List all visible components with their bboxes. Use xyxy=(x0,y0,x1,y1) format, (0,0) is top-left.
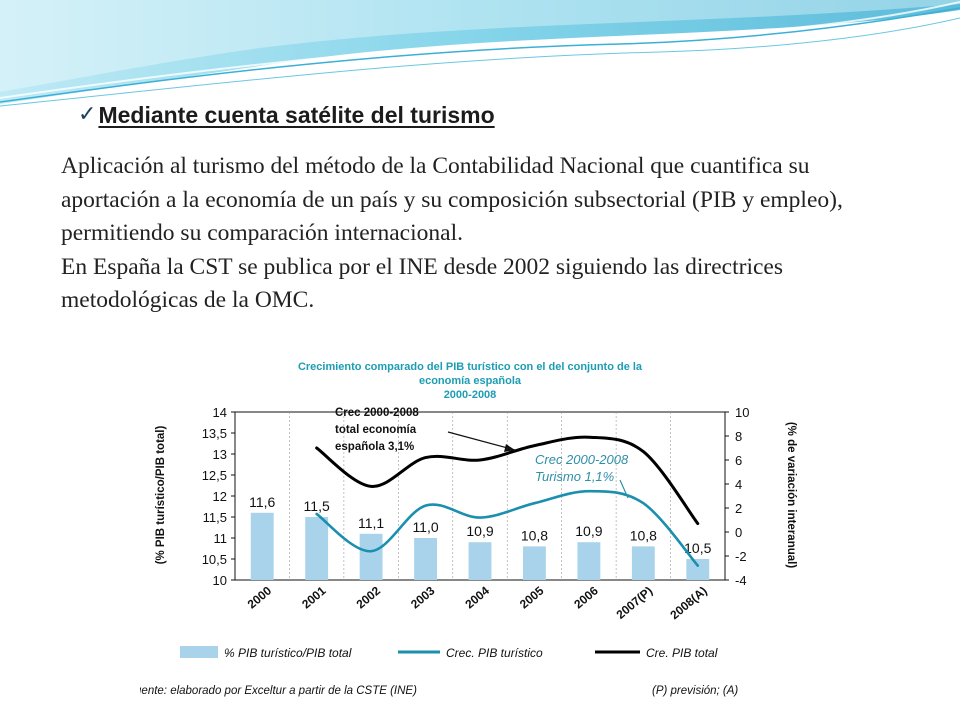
line-pib-turistico xyxy=(315,489,700,567)
plot-area: 10 10,5 11 11,5 12 12,5 13 13,5 14 -4 -2 0 2 4 6 8 10 11,… xyxy=(202,405,750,622)
bar-value-label: 10,8 xyxy=(521,527,548,543)
decorative-banner xyxy=(0,0,960,107)
paragraph-definition: Aplicación al turismo del método de la C… xyxy=(61,153,843,246)
bar xyxy=(250,512,274,580)
y-left-tick-label: 10 xyxy=(213,573,227,588)
slide-heading: ✓ Mediante cuenta satélite del turismo xyxy=(78,98,495,132)
chart-legend: % PIB turístico/PIB total Crec. PIB turís… xyxy=(180,646,718,660)
bar xyxy=(577,542,601,580)
y-left-tick-label: 12 xyxy=(213,489,227,504)
y-right-tick-label: -2 xyxy=(735,549,747,564)
bar xyxy=(414,538,437,580)
x-tick-label: 2005 xyxy=(517,583,547,611)
bar-value-label: 10,9 xyxy=(575,523,602,539)
chart-title-line-3: 2000-2008 xyxy=(444,389,497,401)
annotation-turismo-arrow xyxy=(619,479,629,499)
y-left-tick-label: 11 xyxy=(214,531,228,546)
bar xyxy=(305,517,329,580)
annotation-total-line: española 3,1% xyxy=(335,441,414,453)
bar xyxy=(523,546,546,580)
bar xyxy=(468,542,492,580)
x-tick-label: 2000 xyxy=(245,583,275,611)
x-tick-label: 2006 xyxy=(571,583,601,611)
y-left-tick-label: 12,5 xyxy=(202,468,227,483)
y-right-tick-label: 0 xyxy=(735,525,742,540)
annotation-total-line: total economía xyxy=(335,424,417,436)
annotation-turismo-line: Crec 2000-2008 xyxy=(535,452,629,467)
slide-body: Aplicación al turismo del método de la C… xyxy=(61,150,911,318)
bar-value-label: 10,8 xyxy=(630,527,657,543)
bar-value-label: 11,6 xyxy=(249,494,275,510)
annotation-turismo-line: Turismo 1,1% xyxy=(535,469,614,484)
annotation-total-line: Crec 2000-2008 xyxy=(335,407,419,419)
legend-swatch-bars xyxy=(180,646,218,658)
heading-text: Mediante cuenta satélite del turismo xyxy=(98,101,495,128)
x-tick-label: 2007(P) xyxy=(614,584,656,622)
y-left-tick-label: 13,5 xyxy=(202,426,227,441)
paragraph-spain: En España la CST se publica por el INE d… xyxy=(61,253,784,314)
bar xyxy=(359,533,383,580)
bar-value-label: 10,5 xyxy=(684,540,711,556)
legend-label-turismo: Crec. PIB turístico xyxy=(446,646,543,660)
annotation-total-arrow xyxy=(447,431,516,451)
y-left-tick-label: 11,5 xyxy=(203,510,227,525)
bar-value-label: 11,0 xyxy=(412,519,438,535)
chart-annotations: Crec 2000-2008 total economía española 3,1… xyxy=(335,407,629,499)
bar xyxy=(686,559,710,580)
x-tick-label: 2004 xyxy=(462,583,492,611)
legend-label-bars: % PIB turístico/PIB total xyxy=(224,646,352,660)
y-right-tick-label: 2 xyxy=(735,501,742,516)
y-right-tick-label: 6 xyxy=(735,453,742,468)
y-left-tick-label: 14 xyxy=(213,405,227,420)
y-right-tick-label: -4 xyxy=(735,573,747,588)
bar-value-label: 11,5 xyxy=(304,498,330,514)
bar-value-label: 10,9 xyxy=(466,523,493,539)
y-left-tick-label: 13 xyxy=(213,447,227,462)
chart-title-line-2: economía española xyxy=(419,375,522,387)
x-tick-label: 2008(A) xyxy=(667,584,709,623)
bar-value-label: 11,1 xyxy=(358,515,384,531)
x-tick-label: 2003 xyxy=(408,583,438,611)
chart-title-line-1: Crecimiento comparado del PIB turístico … xyxy=(298,361,643,373)
y-left-axis-label: (% PIB turístico/PIB total) xyxy=(155,426,167,565)
bar xyxy=(631,546,655,580)
legend-label-total: Cre. PIB total xyxy=(646,646,718,660)
y-right-axis-label: (% de variación interanual) xyxy=(785,422,797,569)
y-left-tick-label: 10,5 xyxy=(202,552,227,567)
source-note: Fuente: elaborado por Exceltur a partir … xyxy=(140,685,417,697)
checkmark-icon: ✓ xyxy=(78,102,97,127)
y-right-tick-label: 8 xyxy=(735,429,742,444)
chart: Crecimiento comparado del PIB turístico … xyxy=(140,361,797,697)
y-right-tick-label: 10 xyxy=(735,405,749,420)
y-right-tick-label: 4 xyxy=(735,477,742,492)
line-pib-total xyxy=(315,435,700,526)
chart-title: Crecimiento comparado del PIB turístico … xyxy=(298,361,643,401)
annotation-total-arrowhead xyxy=(504,444,515,452)
x-tick-label: 2001 xyxy=(299,583,329,611)
x-tick-label: 2002 xyxy=(354,583,384,611)
footnote: (P) previsión; (A) xyxy=(652,685,738,697)
